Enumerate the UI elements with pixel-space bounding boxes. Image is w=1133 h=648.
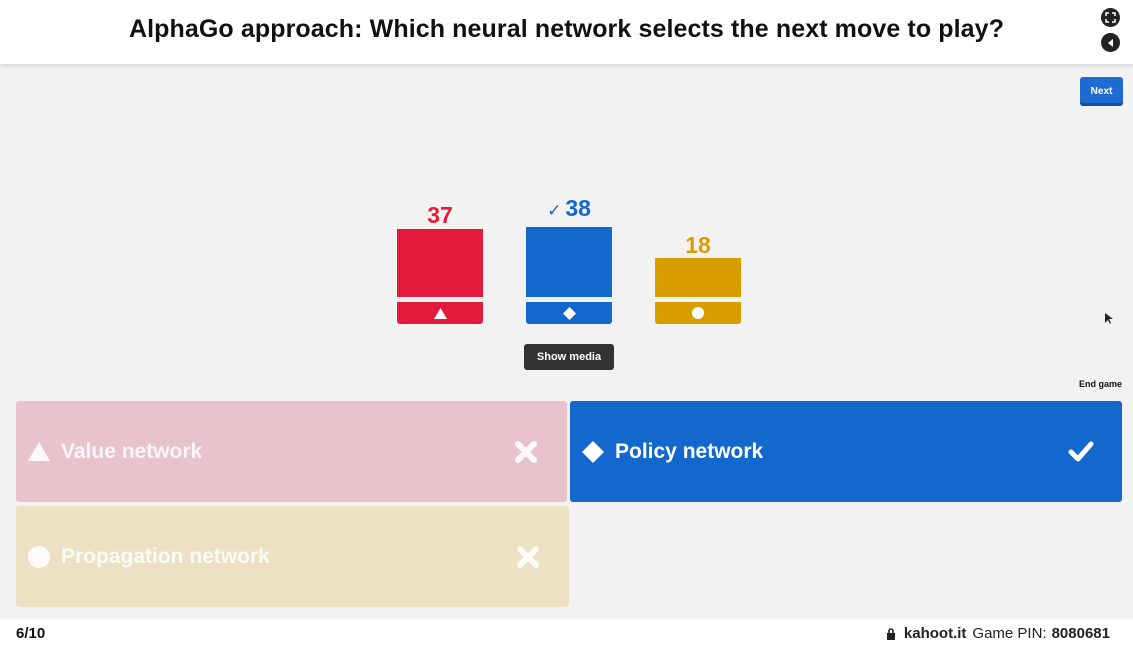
brand-link[interactable]: kahoot.it: [903, 625, 967, 642]
bar-base: [397, 302, 483, 324]
question-counter: 6/10: [16, 625, 46, 642]
circle-icon: [692, 307, 704, 319]
bar-base: [526, 302, 612, 324]
bar-count: 37: [427, 202, 453, 228]
sound-button[interactable]: [1101, 33, 1120, 52]
result-bar-red: 37: [397, 200, 483, 324]
game-pin-area: kahoot.it Game PIN: 8080681: [886, 625, 1110, 642]
mouse-cursor-icon: [1105, 313, 1113, 324]
result-bar-yellow: 18: [655, 230, 741, 324]
footer-bar: 6/10 kahoot.it Game PIN: 8080681: [0, 619, 1133, 648]
incorrect-x-icon: [511, 437, 541, 467]
bar-fill: [397, 229, 483, 297]
bar-fill: [655, 258, 741, 297]
fullscreen-button[interactable]: [1101, 8, 1120, 27]
end-game-button[interactable]: End game: [1078, 379, 1122, 389]
answer-label: Propagation network: [61, 544, 270, 568]
circle-icon: [28, 545, 50, 568]
show-media-button[interactable]: Show media: [524, 344, 614, 370]
answer-label: Value network: [61, 439, 203, 463]
incorrect-x-icon: [513, 542, 543, 572]
triangle-icon: [433, 307, 447, 319]
diamond-icon: [562, 306, 576, 320]
question-title: AlphaGo approach: Which neural network s…: [128, 14, 1005, 43]
game-pin: 8080681: [1051, 625, 1110, 642]
correct-check-icon: [1066, 437, 1096, 467]
answer-label: Policy network: [615, 439, 764, 463]
answer-policy-network: Policy network: [570, 401, 1122, 502]
bar-count: 18: [685, 232, 711, 258]
triangle-icon: [28, 441, 50, 463]
bar-fill: [526, 227, 612, 297]
next-button[interactable]: Next: [1080, 77, 1123, 106]
fullscreen-icon: [1105, 12, 1116, 23]
diamond-icon: [582, 440, 604, 463]
bar-count-value: 38: [565, 195, 591, 221]
pin-label: Game PIN:: [972, 625, 1047, 642]
bar-base: [655, 302, 741, 324]
correct-check-icon: ✓: [547, 201, 562, 220]
answer-value-network: Value network: [16, 401, 567, 502]
result-bar-blue: ✓ 38: [526, 195, 612, 324]
sound-icon: [1107, 38, 1113, 47]
question-header: AlphaGo approach: Which neural network s…: [0, 0, 1133, 64]
answer-propagation-network: Propagation network: [16, 506, 569, 607]
lock-icon: [886, 627, 895, 640]
bar-count: ✓ 38: [526, 195, 612, 222]
